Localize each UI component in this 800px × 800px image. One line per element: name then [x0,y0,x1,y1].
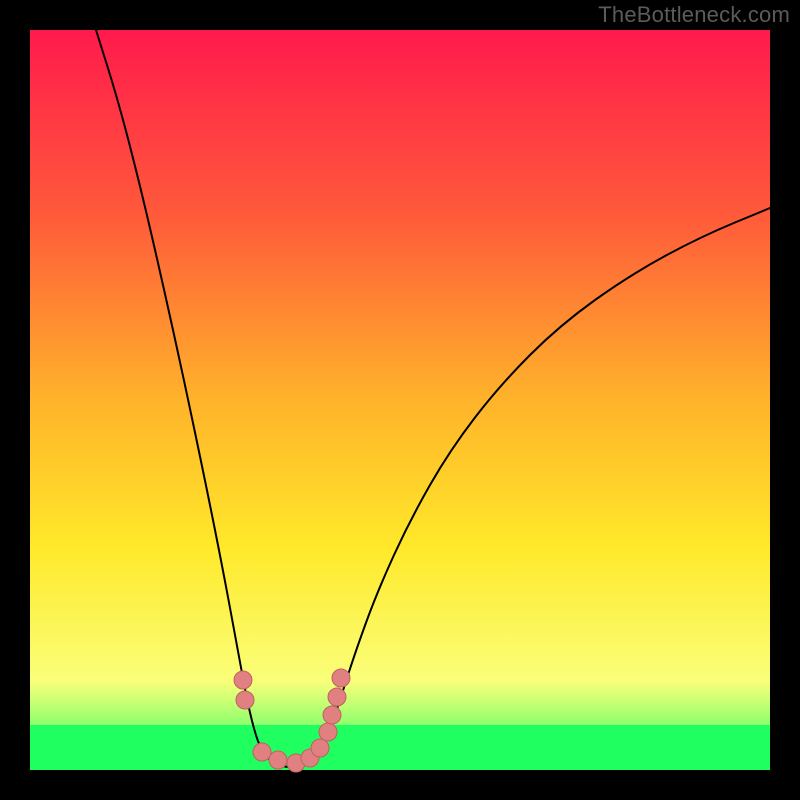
marker-point [253,743,271,761]
marker-point [328,688,346,706]
marker-point [323,706,341,724]
watermark-label: TheBottleneck.com [598,2,790,28]
marker-point [269,751,287,769]
bottleneck-chart [0,0,800,800]
marker-point [319,723,337,741]
plot-background [30,30,770,770]
green-band [30,725,770,770]
marker-point [332,669,350,687]
marker-point [236,691,254,709]
marker-point [234,671,252,689]
marker-point [311,739,329,757]
chart-container: TheBottleneck.com [0,0,800,800]
